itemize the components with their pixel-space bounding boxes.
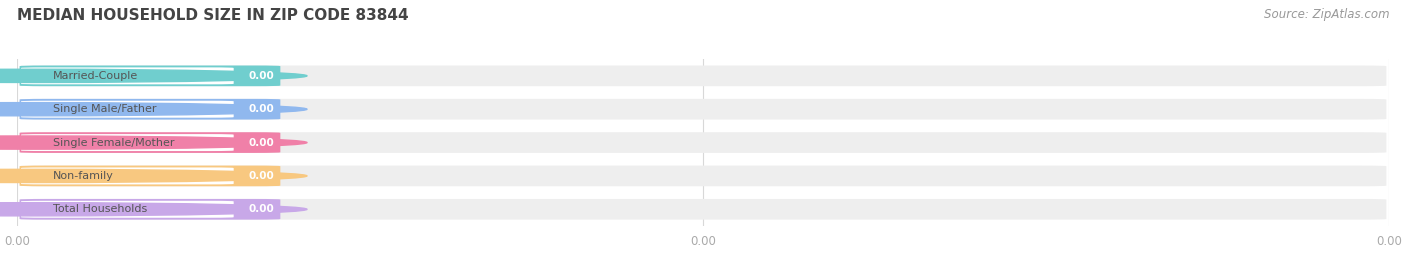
Text: Source: ZipAtlas.com: Source: ZipAtlas.com xyxy=(1264,8,1389,21)
FancyBboxPatch shape xyxy=(21,201,233,218)
Text: 0.00: 0.00 xyxy=(249,71,274,81)
FancyBboxPatch shape xyxy=(20,199,280,220)
FancyBboxPatch shape xyxy=(20,166,1386,186)
Text: 0.00: 0.00 xyxy=(249,137,274,148)
FancyBboxPatch shape xyxy=(20,166,280,186)
FancyBboxPatch shape xyxy=(20,199,1386,220)
Text: MEDIAN HOUSEHOLD SIZE IN ZIP CODE 83844: MEDIAN HOUSEHOLD SIZE IN ZIP CODE 83844 xyxy=(17,8,409,23)
FancyBboxPatch shape xyxy=(20,66,1386,86)
Text: Non-family: Non-family xyxy=(52,171,114,181)
FancyBboxPatch shape xyxy=(20,132,1386,153)
Text: 0.00: 0.00 xyxy=(249,171,274,181)
FancyBboxPatch shape xyxy=(21,134,233,151)
Text: 0.00: 0.00 xyxy=(249,204,274,214)
Circle shape xyxy=(0,136,307,149)
Circle shape xyxy=(0,102,307,116)
Circle shape xyxy=(0,69,307,83)
FancyBboxPatch shape xyxy=(20,132,280,153)
FancyBboxPatch shape xyxy=(21,167,233,185)
Text: 0.00: 0.00 xyxy=(249,104,274,114)
FancyBboxPatch shape xyxy=(21,101,233,118)
Text: Single Male/Father: Single Male/Father xyxy=(52,104,156,114)
FancyBboxPatch shape xyxy=(20,66,280,86)
FancyBboxPatch shape xyxy=(20,99,280,119)
FancyBboxPatch shape xyxy=(21,67,233,84)
Circle shape xyxy=(0,169,307,183)
Circle shape xyxy=(0,203,307,216)
Text: Total Households: Total Households xyxy=(52,204,146,214)
FancyBboxPatch shape xyxy=(20,99,1386,119)
Text: Single Female/Mother: Single Female/Mother xyxy=(52,137,174,148)
Text: Married-Couple: Married-Couple xyxy=(52,71,138,81)
